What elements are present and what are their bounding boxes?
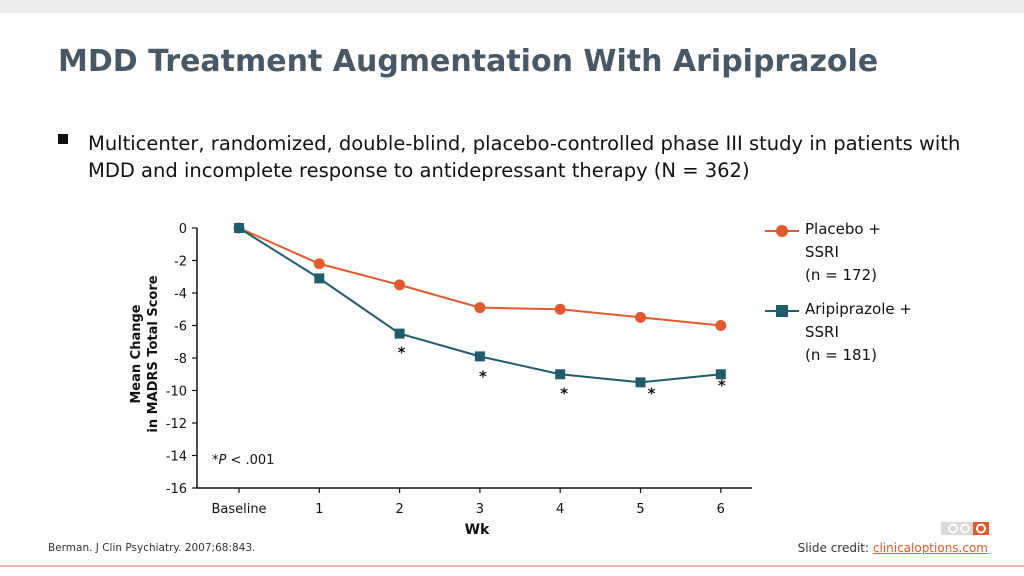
data-point-aripiprazole: [474, 351, 485, 362]
slide-title: MDD Treatment Augmentation With Aripipra…: [58, 44, 879, 79]
data-point-aripiprazole: [234, 223, 244, 233]
significance-marks: * * * * *: [398, 344, 726, 403]
slide-credit: Slide credit: clinicaloptions.com: [798, 541, 988, 555]
y-tick-label: -12: [166, 417, 187, 432]
x-tick-label: 3: [476, 502, 484, 517]
annotation-star: *: [212, 453, 219, 468]
slide-credit-link[interactable]: clinicaloptions.com: [872, 541, 988, 555]
data-point-placebo: [554, 303, 566, 315]
y-tick-label: -16: [166, 482, 187, 497]
p-value-annotation: *P < .001: [212, 453, 274, 468]
x-axis-label: Wk: [465, 522, 490, 538]
legend-aripiprazole-label: Aripiprazole + SSRI (n = 181): [805, 298, 935, 367]
data-point-aripiprazole: [715, 369, 726, 380]
annotation-p: P: [219, 453, 227, 468]
legend-aripiprazole-line1: Aripiprazole +: [805, 300, 912, 318]
data-point-placebo: [313, 258, 325, 270]
significance-asterisk: *: [560, 384, 568, 402]
y-tick-label: -6: [174, 320, 187, 335]
x-tick-label: 4: [556, 502, 564, 517]
data-point-placebo: [715, 320, 727, 331]
x-tick-label: 6: [717, 502, 725, 517]
significance-asterisk: *: [398, 344, 406, 362]
x-tick-label: 1: [315, 502, 323, 517]
y-tick-label: 0: [179, 222, 187, 237]
data-point-placebo: [635, 311, 646, 323]
data-point-placebo: [394, 279, 406, 291]
legend-aripiprazole-line3: (n = 181): [805, 346, 877, 364]
y-tick-label: -8: [174, 352, 187, 367]
legend-placebo-line3: (n = 172): [805, 266, 877, 284]
bullet-marker: [58, 134, 68, 144]
data-point-aripiprazole: [635, 377, 646, 388]
bullet-text: Multicenter, randomized, double-blind, p…: [88, 132, 961, 182]
significance-asterisk: *: [718, 376, 726, 394]
legend-placebo-line1: Placebo +: [805, 220, 881, 238]
chart-ticks: 0 -2 -4 -6 -8 -10 -12 -14 -16 Baseline 1 2 3 4 5 6: [166, 222, 725, 517]
data-point-placebo: [474, 302, 486, 314]
legend-aripiprazole-line2: SSRI: [805, 323, 839, 341]
chart-series: [233, 222, 727, 388]
bottom-rule: [0, 565, 1024, 567]
clinical-options-logo: [941, 522, 989, 535]
y-tick-label: -2: [174, 255, 187, 270]
top-bar: [0, 0, 1024, 13]
x-tick-label: Baseline: [211, 502, 266, 517]
legend-placebo-line2: SSRI: [805, 243, 839, 261]
significance-asterisk: *: [479, 367, 487, 385]
x-tick-label: 5: [636, 502, 644, 517]
legend-placebo-label: Placebo + SSRI (n = 172): [805, 218, 935, 287]
legend-placebo-marker: [776, 225, 788, 237]
y-tick-label: -10: [166, 385, 187, 400]
y-tick-label: -4: [174, 287, 187, 302]
data-point-aripiprazole: [555, 369, 566, 380]
citation: Berman. J Clin Psychiatry. 2007;68:843.: [48, 542, 256, 554]
y-axis-label-line1: Mean Change: [129, 304, 144, 404]
y-axis-label: Mean Change in MADRS Total Score: [128, 264, 162, 444]
data-point-aripiprazole: [314, 273, 325, 284]
legend-aripiprazole-marker: [776, 305, 788, 317]
data-point-aripiprazole: [394, 328, 405, 339]
y-tick-label: -14: [166, 450, 187, 465]
x-tick-label: 2: [395, 502, 403, 517]
y-axis-label-line2: in MADRS Total Score: [146, 275, 161, 433]
annotation-rest: < .001: [226, 453, 274, 468]
significance-asterisk: *: [648, 384, 656, 402]
slide-credit-prefix: Slide credit:: [797, 541, 873, 555]
chart-axes: [196, 228, 752, 489]
